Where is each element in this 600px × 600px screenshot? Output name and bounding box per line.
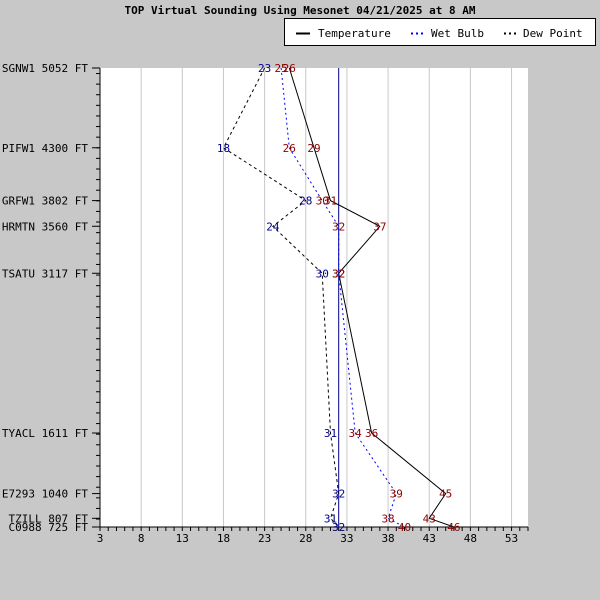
x-tick-label: 38 — [381, 532, 394, 545]
level-label: PIFW1 4300 FT — [2, 142, 88, 155]
level-label: GRFW1 3802 FT — [2, 195, 88, 208]
x-tick-label: 53 — [505, 532, 518, 545]
level-label: E7293 1040 FT — [2, 488, 88, 501]
level-label: TSATU 3117 FT — [2, 267, 88, 280]
x-tick-label: 28 — [299, 532, 312, 545]
wet-bulb-value-label: 25 — [274, 62, 287, 75]
wet-bulb-value-label: 32 — [332, 267, 345, 280]
wet-bulb-value-label: 26 — [283, 142, 296, 155]
dew-point-value-label: 23 — [258, 62, 271, 75]
temperature-value-label: 46 — [447, 521, 460, 534]
dew-point-value-label: 24 — [266, 220, 280, 233]
x-tick-label: 18 — [217, 532, 230, 545]
wet-bulb-value-label: 39 — [390, 488, 403, 501]
x-tick-label: 48 — [464, 532, 477, 545]
dew-point-value-label: 28 — [299, 195, 312, 208]
wet-bulb-value-label: 38 — [381, 512, 394, 525]
x-tick-label: 13 — [176, 532, 189, 545]
dew-point-value-label: 31 — [324, 427, 337, 440]
x-tick-label: 43 — [423, 532, 436, 545]
temperature-value-label: 45 — [439, 488, 452, 501]
temperature-value-label: 36 — [365, 427, 378, 440]
wet-bulb-value-label: 32 — [332, 220, 345, 233]
dew-point-value-label: 32 — [332, 521, 345, 534]
wet-bulb-value-label: 40 — [398, 521, 411, 534]
x-tick-label: 8 — [138, 532, 145, 545]
dew-point-value-label: 18 — [217, 142, 230, 155]
level-label: SGNW1 5052 FT — [2, 62, 88, 75]
x-tick-label: 3 — [97, 532, 104, 545]
x-tick-label: 23 — [258, 532, 271, 545]
wet-bulb-value-label: 30 — [316, 195, 329, 208]
temperature-value-label: 29 — [307, 142, 320, 155]
wet-bulb-value-label: 34 — [349, 427, 363, 440]
level-label: HRMTN 3560 FT — [2, 220, 88, 233]
temperature-value-label: 43 — [423, 512, 436, 525]
temperature-value-label: 37 — [373, 220, 386, 233]
plot-area — [100, 68, 528, 527]
dew-point-value-label: 30 — [316, 267, 329, 280]
level-label: TYACL 1611 FT — [2, 427, 88, 440]
dew-point-value-label: 32 — [332, 488, 345, 501]
level-label: C0988 725 FT — [9, 521, 89, 534]
